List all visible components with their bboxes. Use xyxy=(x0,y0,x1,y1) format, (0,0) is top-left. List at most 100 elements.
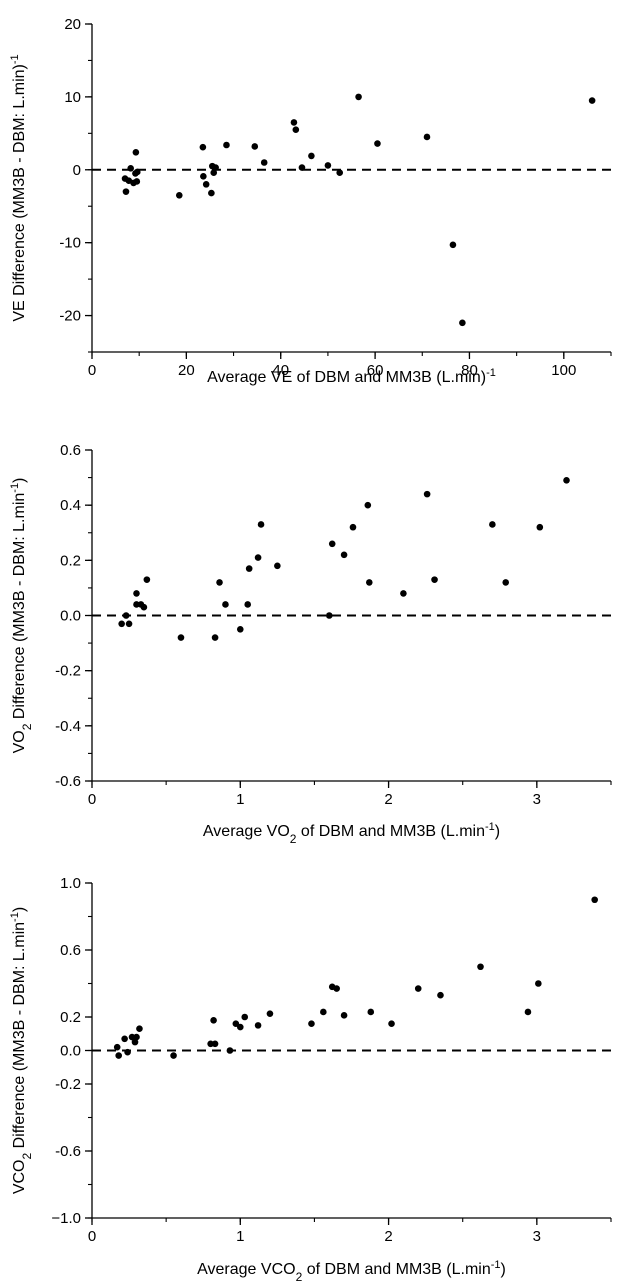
data-point xyxy=(222,601,229,608)
data-point xyxy=(211,1040,219,1048)
x-tick-label: 1 xyxy=(236,791,244,808)
data-point xyxy=(308,1020,315,1027)
data-point xyxy=(143,576,151,583)
data-point xyxy=(124,1048,131,1056)
y-tick-label: 20 xyxy=(64,16,81,33)
x-tick-label: 0 xyxy=(88,791,96,808)
data-point xyxy=(449,241,457,249)
data-point xyxy=(388,1020,395,1027)
x-tick-label: 3 xyxy=(533,791,541,808)
data-point xyxy=(223,141,230,149)
data-point xyxy=(400,590,407,597)
y-tick-label: 0.0 xyxy=(60,1043,81,1060)
data-point xyxy=(340,1012,348,1019)
y-tick-label: 0.6 xyxy=(60,942,81,959)
y-tick-label: -0.4 xyxy=(55,718,81,735)
data-point xyxy=(431,576,438,583)
data-point xyxy=(208,189,215,197)
data-point xyxy=(175,191,183,199)
data-point xyxy=(563,477,570,484)
y-tick-label: -0.6 xyxy=(55,773,81,790)
data-point xyxy=(113,1043,121,1051)
y-tick-label: -20 xyxy=(59,308,81,325)
y-tick-label: −1.0 xyxy=(51,1210,81,1227)
data-point xyxy=(251,143,259,150)
y-tick-label: 0.2 xyxy=(60,1009,81,1026)
y-tick-label: 0.6 xyxy=(60,442,81,459)
x-tick-label: 60 xyxy=(367,362,384,379)
data-point xyxy=(588,97,596,104)
y-tick-label: -0.6 xyxy=(55,1143,81,1160)
y-tick-label: -0.2 xyxy=(55,1076,81,1093)
data-point xyxy=(333,985,340,992)
data-point xyxy=(122,188,130,195)
data-point xyxy=(290,119,298,126)
data-point xyxy=(423,490,431,498)
data-point xyxy=(257,521,265,528)
x-tick-label: 0 xyxy=(88,1228,96,1245)
data-point xyxy=(320,1008,327,1016)
data-point xyxy=(133,1033,140,1041)
data-point xyxy=(459,319,466,327)
data-point xyxy=(325,612,333,619)
data-point xyxy=(212,164,219,171)
data-point xyxy=(133,590,140,597)
data-point xyxy=(489,521,496,528)
x-tick-label: 20 xyxy=(178,362,195,379)
data-point xyxy=(170,1052,177,1059)
chart-panel-2: 0 1 2 3 -0.6 -0.4 -0.2 0.0 0.2 0.4 0.6 Average VO2 … xyxy=(9,442,612,846)
data-point xyxy=(292,126,300,133)
data-point xyxy=(211,634,219,641)
data-point xyxy=(132,148,140,156)
data-point xyxy=(364,501,372,509)
data-point xyxy=(266,1010,274,1017)
data-point xyxy=(177,634,185,641)
data-point xyxy=(260,159,268,166)
data-point xyxy=(591,896,598,904)
data-point xyxy=(133,168,141,176)
y-tick-label: -0.2 xyxy=(55,663,81,680)
data-point xyxy=(324,162,332,169)
data-point xyxy=(477,963,484,971)
data-point xyxy=(355,93,362,101)
x-tick-label: 2 xyxy=(384,791,392,808)
x-axis-label: Average VO2 of DBM and MM3B (L.min-1) xyxy=(203,821,500,846)
y-tick-label: 1.0 xyxy=(60,875,81,892)
data-point xyxy=(125,620,133,628)
data-point xyxy=(236,1023,244,1031)
data-point xyxy=(131,1038,139,1046)
data-point xyxy=(140,603,148,611)
y-tick-label: 0.4 xyxy=(60,497,81,514)
chart-panel-3: 0 1 2 3 −1.0 -0.6 -0.2 0.0 0.2 0.6 1.0 Average VCO2… xyxy=(9,875,612,1284)
data-point xyxy=(254,1022,262,1029)
data-point xyxy=(254,554,262,561)
y-tick-label: 0 xyxy=(73,162,81,179)
data-point xyxy=(524,1008,532,1016)
data-point xyxy=(502,579,510,586)
x-tick-label: 40 xyxy=(272,362,289,379)
data-point xyxy=(298,164,306,171)
data-point xyxy=(115,1052,122,1059)
data-point xyxy=(202,181,210,188)
data-point xyxy=(414,985,422,992)
x-tick-label: 0 xyxy=(88,362,96,379)
y-axis-label: VCO2 Difference (MM3B - DBM: L.min-1) xyxy=(9,907,34,1194)
data-point xyxy=(241,1013,249,1021)
data-point xyxy=(244,601,251,608)
data-point xyxy=(210,1017,217,1024)
data-point xyxy=(210,169,218,176)
x-tick-label: 3 xyxy=(533,1228,541,1245)
data-point xyxy=(245,565,253,572)
y-tick-label: 0.2 xyxy=(60,552,81,569)
x-axis-label: Average VE of DBM and MM3B (L.min)-1 xyxy=(207,367,496,386)
x-tick-label: 80 xyxy=(461,362,478,379)
y-tick-label: -10 xyxy=(59,235,81,252)
data-point xyxy=(328,540,336,548)
data-point xyxy=(374,140,381,147)
data-point xyxy=(216,579,223,586)
data-point xyxy=(274,562,281,570)
x-tick-label: 100 xyxy=(551,362,576,379)
data-point xyxy=(133,178,141,185)
data-point xyxy=(535,980,542,987)
